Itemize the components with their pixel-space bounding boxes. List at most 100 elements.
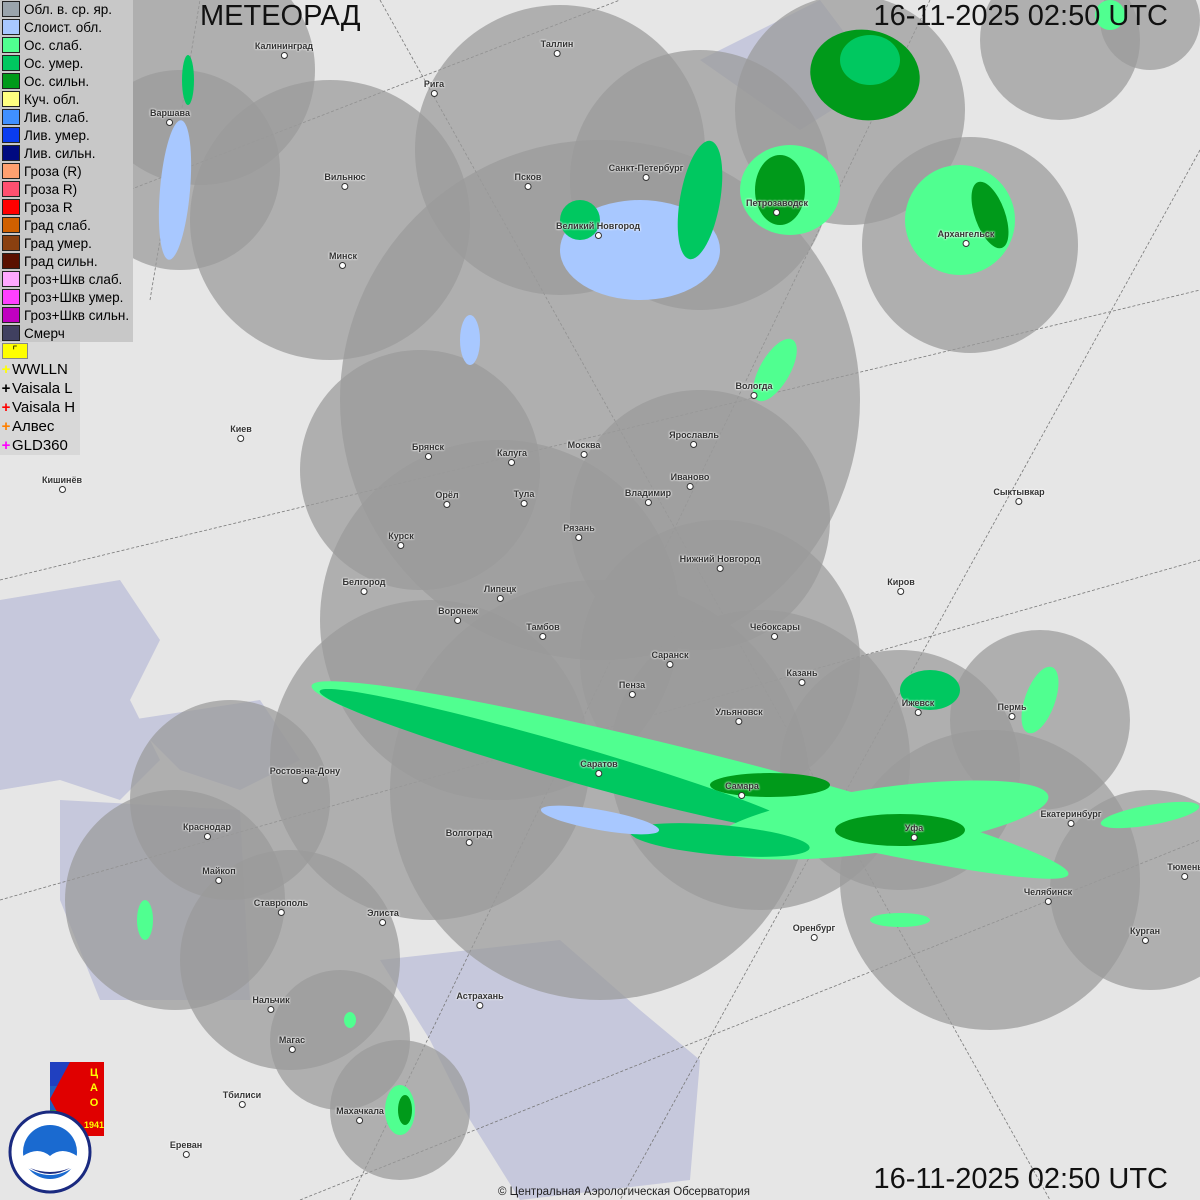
lightning-source-item[interactable]: + Vaisala L [0,379,80,398]
city-marker[interactable]: Самара [725,781,759,799]
city-marker[interactable]: Саранск [651,650,689,668]
city-marker[interactable]: Курск [388,531,414,549]
legend-swatch [2,73,20,89]
lightning-source-item[interactable]: + Vaisala H [0,398,80,417]
precipitation-area [1100,801,1200,829]
city-dot-icon [595,770,603,777]
city-dot-icon [443,501,451,508]
city-marker[interactable]: Варшава [150,108,190,126]
city-marker[interactable]: Челябинск [1024,887,1072,905]
city-dot-icon [1141,937,1149,944]
precipitation-area [460,315,480,365]
city-marker[interactable]: Майкоп [202,866,236,884]
city-marker[interactable]: Пермь [997,702,1027,720]
city-dot-icon [666,661,674,668]
legend-item: Гроз+Шкв сильн. [0,306,133,324]
lightning-source-label: Vaisala L [12,380,73,397]
lightning-source-item[interactable]: + Алвес [0,417,80,436]
city-marker[interactable]: Ижевск [902,698,934,716]
city-name: Владимир [624,488,672,498]
city-name: Махачкала [336,1106,384,1116]
city-marker[interactable]: Тамбов [526,622,560,640]
city-marker[interactable]: Магас [279,1035,305,1053]
lightning-source-item[interactable]: + GLD360 [0,436,80,455]
city-marker[interactable]: Калининград [255,41,313,59]
city-marker[interactable]: Чебоксары [750,622,800,640]
legend-swatch [2,199,20,215]
city-marker[interactable]: Ереван [170,1140,202,1158]
city-marker[interactable]: Архангельск [938,229,994,247]
city-marker[interactable]: Рязань [563,523,595,541]
city-marker[interactable]: Калуга [497,448,527,466]
city-marker[interactable]: Липецк [484,584,516,602]
city-marker[interactable]: Минск [329,251,357,269]
cross-icon: + [1,399,11,416]
city-marker[interactable]: Элиста [367,908,399,926]
city-name: Курган [1129,926,1161,936]
city-marker[interactable]: Вильнюс [324,172,366,190]
city-marker[interactable]: Петрозаводск [746,198,808,216]
city-marker[interactable]: Иваново [671,472,709,490]
city-marker[interactable]: Великий Новгород [556,221,640,239]
legend-swatch [2,37,20,53]
city-dot-icon [1015,498,1023,505]
timestamp-top: 16-11-2025 02:50 UTC [873,0,1168,32]
city-marker[interactable]: Таллин [541,39,573,57]
legend-label: Гроза (R) [24,163,82,179]
city-marker[interactable]: Нальчик [252,995,290,1013]
city-marker[interactable]: Курган [1130,926,1160,944]
city-dot-icon [182,1151,190,1158]
city-marker[interactable]: Астрахань [456,991,504,1009]
city-marker[interactable]: Санкт-Петербург [609,163,683,181]
city-dot-icon [496,595,504,602]
arrow-corner-icon[interactable]: ⌜ [2,343,28,359]
city-dot-icon [238,1101,246,1108]
city-name: Тюмень [1167,862,1200,872]
city-marker[interactable]: Волгоград [446,828,492,846]
city-marker[interactable]: Сыктывкар [993,487,1045,505]
city-marker[interactable]: Псков [515,172,541,190]
precipitation-area [319,688,801,832]
city-marker[interactable]: Тюмень [1167,862,1200,880]
city-marker[interactable]: Ростов-на-Дону [270,766,340,784]
city-marker[interactable]: Махачкала [336,1106,384,1124]
city-name: Тбилиси [222,1090,262,1100]
city-marker[interactable]: Киев [230,424,252,442]
city-marker[interactable]: Нижний Новгород [680,554,760,572]
city-marker[interactable]: Вологда [736,381,773,399]
city-marker[interactable]: Краснодар [183,822,231,840]
city-marker[interactable]: Рига [424,79,444,97]
city-marker[interactable]: Саратов [580,759,618,777]
lightning-source-label: WWLLN [12,361,68,378]
cross-icon: + [1,437,11,454]
city-marker[interactable]: Воронеж [438,606,478,624]
city-name: Брянск [411,442,445,452]
city-marker[interactable]: Кишинёв [42,475,82,493]
city-marker[interactable]: Ульяновск [715,707,763,725]
city-dot-icon [686,483,694,490]
city-marker[interactable]: Ставрополь [254,898,308,916]
city-dot-icon [735,718,743,725]
city-marker[interactable]: Казань [786,668,818,686]
city-dot-icon [424,453,432,460]
city-marker[interactable]: Тула [514,489,534,507]
city-marker[interactable]: Владимир [625,488,671,506]
legend: Обл. в. ср. яр. Слоист. обл. Ос. слаб. Ос. … [0,0,133,342]
precipitation-area [182,55,194,105]
svg-text:1941: 1941 [84,1120,104,1130]
city-marker[interactable]: Москва [568,440,600,458]
lightning-source-item[interactable]: + WWLLN [0,360,80,379]
city-name: Магас [278,1035,306,1045]
city-marker[interactable]: Ярославль [669,430,719,448]
city-marker[interactable]: Киров [887,577,915,595]
city-marker[interactable]: Белгород [343,577,385,595]
city-marker[interactable]: Пенза [619,680,645,698]
city-marker[interactable]: Уфа [905,823,923,841]
legend-label: Град слаб. [24,217,91,233]
city-marker[interactable]: Тбилиси [223,1090,261,1108]
city-marker[interactable]: Оренбург [793,923,835,941]
city-marker[interactable]: Орёл [435,490,459,508]
city-marker[interactable]: Брянск [412,442,444,460]
city-marker[interactable]: Екатеринбург [1041,809,1101,827]
